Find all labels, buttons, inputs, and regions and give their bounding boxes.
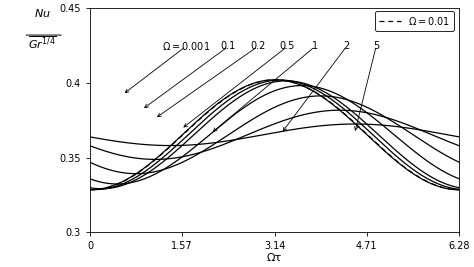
Text: 0.2: 0.2 (250, 41, 266, 51)
Text: 0.5: 0.5 (280, 41, 295, 51)
Text: $\Omega = 0.001$: $\Omega = 0.001$ (162, 40, 210, 52)
Text: $Nu$: $Nu$ (34, 7, 50, 19)
Text: 1: 1 (312, 41, 319, 51)
X-axis label: Ωτ: Ωτ (267, 253, 282, 263)
Text: 5: 5 (373, 41, 379, 51)
Text: 0.1: 0.1 (221, 41, 236, 51)
Text: $\overline{Gr^{1/4}}$: $\overline{Gr^{1/4}}$ (27, 35, 56, 52)
Legend: $\Omega = 0.01$: $\Omega = 0.01$ (375, 11, 455, 30)
Text: 2: 2 (344, 41, 350, 51)
